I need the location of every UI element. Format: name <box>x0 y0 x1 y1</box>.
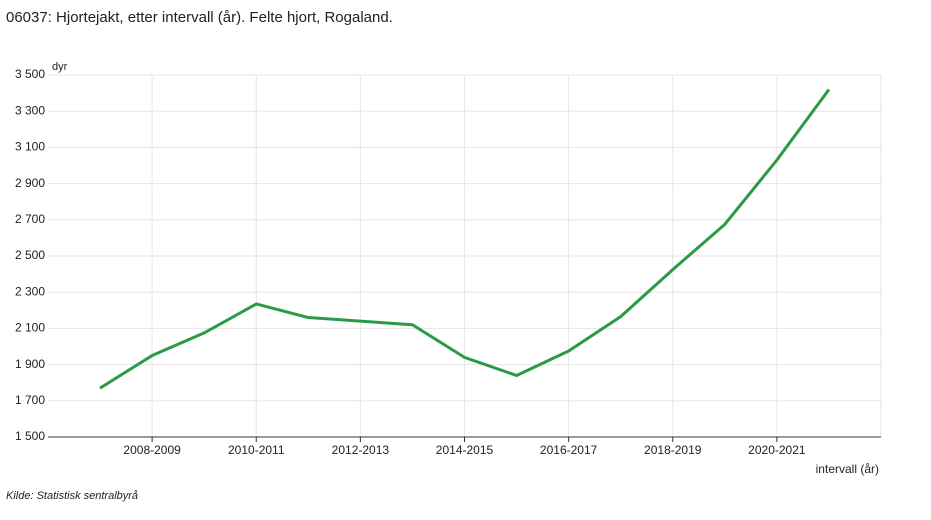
data-line <box>99 88 831 390</box>
y-tick-label: 1 900 <box>15 357 45 371</box>
x-tick-label: 2010-2011 <box>228 443 285 457</box>
y-tick-label: 2 900 <box>15 176 45 190</box>
y-tick-label: 2 100 <box>15 321 45 335</box>
x-tick-label: 2016-2017 <box>540 443 598 457</box>
chart-title: 06037: Hjortejakt, etter intervall (år).… <box>6 9 393 26</box>
y-tick-label: 1 500 <box>15 429 45 443</box>
y-tick-label: 2 700 <box>15 212 45 226</box>
x-tick-label: 2014-2015 <box>436 443 494 457</box>
x-axis-label: intervall (år) <box>816 462 879 476</box>
y-tick-label: 3 100 <box>15 140 45 154</box>
y-tick-label: 3 300 <box>15 103 45 117</box>
y-axis-label: dyr <box>52 61 68 73</box>
y-tick-label: 3 500 <box>15 67 45 81</box>
y-tick-label: 2 300 <box>15 284 45 298</box>
y-tick-label: 2 500 <box>15 248 45 262</box>
x-tick-label: 2012-2013 <box>332 443 390 457</box>
y-tick-label: 1 700 <box>15 393 45 407</box>
source: Kilde: Statistisk sentralbyrå <box>6 490 138 502</box>
x-tick-label: 2008-2009 <box>123 443 181 457</box>
x-tick-label: 2020-2021 <box>748 443 806 457</box>
x-tick-label: 2018-2019 <box>644 443 702 457</box>
